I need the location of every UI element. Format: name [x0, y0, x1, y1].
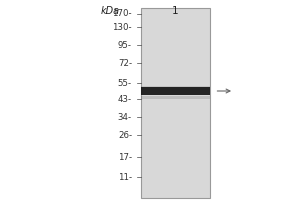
Text: 130-: 130-	[112, 22, 132, 31]
Text: 26-: 26-	[118, 131, 132, 140]
Text: 34-: 34-	[118, 112, 132, 121]
Bar	[141, 86, 210, 90]
Text: 17-: 17-	[118, 153, 132, 162]
Text: 95-: 95-	[118, 40, 132, 49]
Text: 11-: 11-	[118, 172, 132, 182]
Text: 72-: 72-	[118, 58, 132, 68]
Text: 55-: 55-	[118, 78, 132, 88]
Text: kDa: kDa	[101, 6, 120, 16]
Bar	[141, 87, 210, 95]
Bar	[141, 8, 210, 198]
Text: 170-: 170-	[112, 9, 132, 19]
Text: 43-: 43-	[118, 95, 132, 104]
Text: 1: 1	[172, 6, 179, 16]
Bar	[141, 96, 210, 99]
